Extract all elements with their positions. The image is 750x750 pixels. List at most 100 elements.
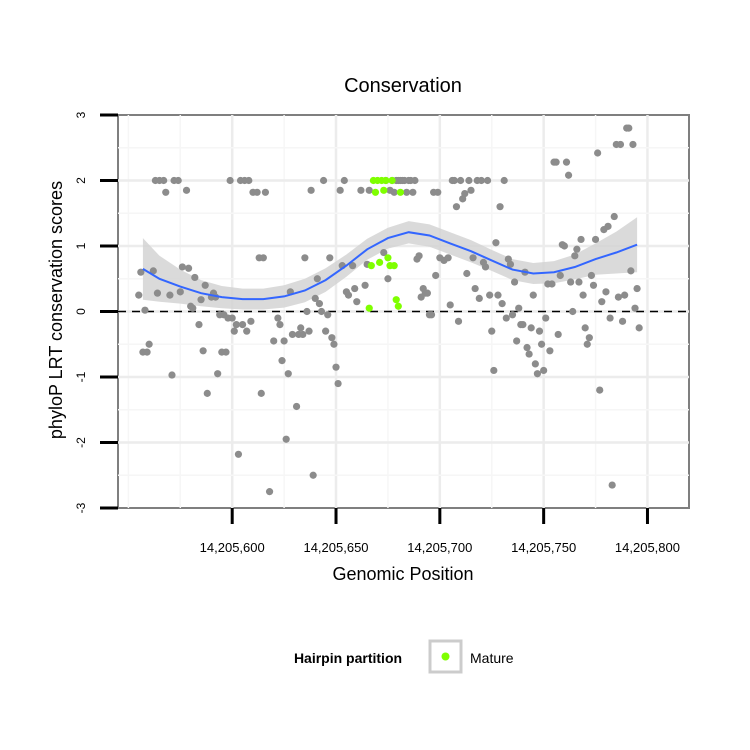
data-point-other <box>562 158 571 166</box>
data-point-other <box>535 327 544 335</box>
data-point-other <box>334 379 342 388</box>
x-tick-label: 14,205,750 <box>511 540 576 555</box>
data-point-other <box>546 347 554 355</box>
data-point-other <box>278 357 286 365</box>
data-point-other <box>604 222 612 230</box>
data-point-other <box>494 291 502 299</box>
data-point-other <box>361 281 369 289</box>
data-point-other <box>523 343 531 352</box>
x-axis-ticks: 14,205,600 14,205,650 14,205,700 14,205,750… <box>200 508 680 555</box>
data-point-other <box>365 186 373 194</box>
data-point-other <box>585 334 593 342</box>
data-point-other <box>174 176 182 185</box>
data-point-other <box>282 435 290 443</box>
data-point-other <box>594 149 602 157</box>
x-tick-label: 14,205,700 <box>407 540 472 555</box>
data-point-other <box>311 294 319 302</box>
data-point-other <box>301 254 309 262</box>
data-point-other <box>486 291 494 299</box>
data-point-other <box>288 330 297 339</box>
data-point-other <box>450 176 458 185</box>
data-point-mature <box>390 262 398 270</box>
data-point-other <box>434 188 442 196</box>
data-point-other <box>471 284 479 293</box>
data-point-other <box>540 366 548 375</box>
y-tick-label: 1 <box>74 242 88 249</box>
data-point-other <box>178 263 186 271</box>
data-point-other <box>330 340 338 348</box>
data-point-other <box>446 301 454 309</box>
data-point-other <box>191 273 199 282</box>
data-point-other <box>197 296 205 304</box>
data-point-other <box>618 317 627 325</box>
data-point-other <box>531 360 539 368</box>
data-point-other <box>606 314 614 322</box>
data-point-mature <box>376 258 384 266</box>
smooth-line-layer <box>142 231 638 301</box>
data-point-other <box>571 252 579 260</box>
legend-mature-dot <box>441 652 450 661</box>
data-point-other <box>508 311 517 319</box>
y-tick-label: -1 <box>74 371 88 382</box>
data-point-other <box>477 176 485 185</box>
x-tick-label: 14,205,650 <box>303 540 368 555</box>
data-point-other <box>587 271 596 280</box>
y-tick-label: -2 <box>74 437 88 448</box>
y-tick-label: -3 <box>74 502 88 513</box>
data-point-other <box>533 370 542 378</box>
data-point-other <box>247 317 255 325</box>
confidence-band-layer <box>142 217 638 310</box>
data-point-other <box>135 291 143 299</box>
data-point-other <box>226 176 234 185</box>
data-point-other <box>276 321 284 329</box>
data-point-other <box>238 321 247 329</box>
data-point-other <box>527 324 535 332</box>
data-point-other <box>631 304 639 312</box>
data-point-other <box>483 176 492 185</box>
data-point-mature <box>392 296 400 304</box>
data-point-mature <box>396 188 404 196</box>
data-point-other <box>390 188 398 196</box>
data-point-other <box>444 254 452 262</box>
data-point-other <box>384 275 392 283</box>
data-point-other <box>309 471 317 479</box>
data-point-other <box>629 140 637 149</box>
data-point-mature <box>367 262 375 270</box>
data-point-other <box>621 291 629 299</box>
data-point-other <box>203 389 211 397</box>
data-point-other <box>137 268 145 276</box>
data-point-other <box>575 278 583 286</box>
data-point-other <box>243 327 251 335</box>
data-point-other <box>506 260 515 268</box>
data-point-other <box>602 288 610 296</box>
data-point-other <box>625 124 633 132</box>
data-point-other <box>589 281 598 289</box>
data-point-other <box>265 488 274 496</box>
data-point-other <box>303 307 311 316</box>
data-point-other <box>270 337 278 345</box>
data-point-other <box>168 371 176 379</box>
x-tick-label: 14,205,600 <box>200 540 265 555</box>
data-point-other <box>542 314 550 322</box>
data-point-other <box>336 186 344 194</box>
data-point-other <box>353 298 361 306</box>
y-tick-label: 0 <box>74 308 88 315</box>
data-point-other <box>230 327 238 335</box>
data-point-other <box>319 176 328 185</box>
data-point-other <box>500 176 508 185</box>
data-point-mature <box>388 176 396 185</box>
data-point-other <box>423 289 431 297</box>
data-point-other <box>614 293 623 301</box>
data-point-other <box>257 389 265 397</box>
y-tick-label: 2 <box>74 177 88 184</box>
data-point-other <box>326 254 334 262</box>
data-point-other <box>415 252 423 260</box>
data-point-other <box>160 176 168 185</box>
data-point-other <box>259 254 267 262</box>
data-point-other <box>554 330 562 339</box>
data-point-other <box>182 186 191 194</box>
smooth-fit-line <box>142 231 638 301</box>
x-axis-title: Genomic Position <box>332 564 473 584</box>
data-point-other <box>184 264 193 272</box>
data-point-other <box>344 291 353 299</box>
